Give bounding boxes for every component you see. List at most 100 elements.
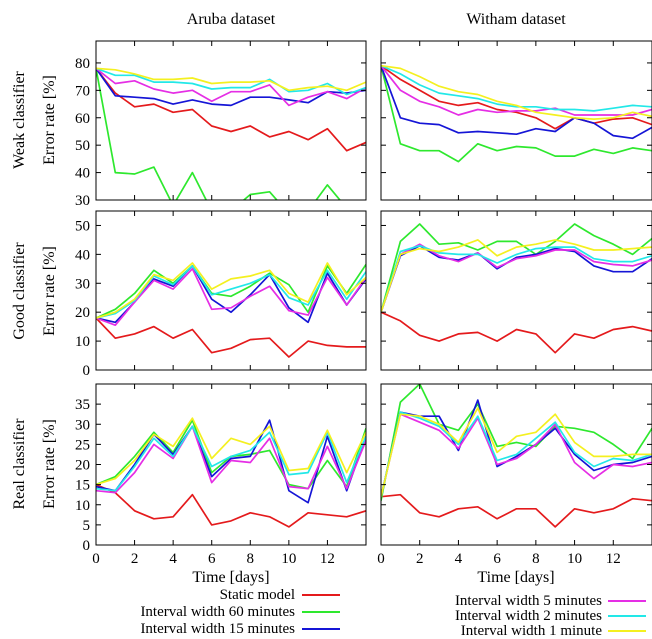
series-line-interval-width-2-minutes xyxy=(381,64,652,112)
x-tick-label: 2 xyxy=(416,551,424,567)
series-line-interval-width-15-minutes xyxy=(381,244,652,313)
series-line-interval-width-60-minutes xyxy=(381,65,652,163)
legend-item-60min: Interval width 60 minutes xyxy=(140,604,340,620)
series-group xyxy=(381,223,652,354)
series-line-interval-width-1-minute xyxy=(381,407,652,497)
series-group xyxy=(381,384,652,528)
legend-item-5min: Interval width 5 minutes xyxy=(455,593,646,609)
panel-witham-dataset-real-classifier: 0 2 4 6 8 10 12 xyxy=(377,383,652,567)
series-line-interval-width-1-minute xyxy=(96,262,366,319)
x-axis-label-aruba: Time [days] xyxy=(192,569,269,586)
row-label-good: Good classifier xyxy=(11,242,28,340)
y-tick-label: 20 xyxy=(75,458,90,474)
y-tick-label: 35 xyxy=(75,397,90,413)
plot-frame xyxy=(380,210,652,371)
panel-witham-dataset-good-classifier xyxy=(380,210,652,371)
y-tick-label: 30 xyxy=(75,417,90,433)
legend-item-1min: Interval width 1 minute xyxy=(461,623,646,639)
series-line-interval-width-60-minutes xyxy=(381,384,652,501)
series-line-interval-width-2-minutes xyxy=(381,411,652,497)
series-line-interval-width-5-minutes xyxy=(96,67,366,107)
series-line-interval-width-60-minutes xyxy=(381,223,652,313)
x-tick-label: 10 xyxy=(567,551,582,567)
legend-label-60min: Interval width 60 minutes xyxy=(140,604,295,620)
legend-label-15min: Interval width 15 minutes xyxy=(140,621,295,637)
x-axis-label-witham: Time [days] xyxy=(477,569,554,586)
x-tick-label: 2 xyxy=(131,551,139,567)
y-axis-label-good: Error rate [%] xyxy=(41,246,58,336)
y-tick-label: 0 xyxy=(83,363,91,379)
series-line-interval-width-1-minute xyxy=(96,67,366,92)
series-line-interval-width-2-minutes xyxy=(96,265,366,319)
panel-aruba-dataset-real-classifier: 0 5 10 15 20 25 30 35 0 2 4 6 8 10 12 xyxy=(75,383,367,567)
x-tick-label: 6 xyxy=(493,551,501,567)
x-tick-label: 10 xyxy=(281,551,296,567)
x-tick-label: 12 xyxy=(320,551,335,567)
y-tick-label: 80 xyxy=(75,56,90,72)
legend-label-static: Static model xyxy=(220,587,295,603)
series-group xyxy=(381,64,652,163)
series-line-interval-width-5-minutes xyxy=(381,413,652,497)
x-tick-label: 8 xyxy=(532,551,540,567)
y-tick-label: 40 xyxy=(75,166,90,182)
y-tick-label: 40 xyxy=(75,247,90,263)
series-line-interval-width-2-minutes xyxy=(381,244,652,313)
legend-label-5min: Interval width 5 minutes xyxy=(455,593,602,609)
row-label-real: Real classifier xyxy=(11,418,28,510)
y-tick-label: 10 xyxy=(75,334,90,350)
y-tick-label: 20 xyxy=(75,305,90,321)
series-line-interval-width-60-minutes xyxy=(96,419,366,490)
legend: Static model Interval width 60 minutes I… xyxy=(140,587,646,639)
series-line-interval-width-60-minutes xyxy=(96,68,342,200)
legend-item-static: Static model xyxy=(220,587,340,603)
y-axis-label-weak: Error rate [%] xyxy=(41,75,58,165)
plot-frame xyxy=(95,40,367,201)
series-line-interval-width-1-minute xyxy=(381,239,652,313)
x-tick-label: 12 xyxy=(606,551,621,567)
x-tick-label: 4 xyxy=(169,551,177,567)
series-line-interval-width-15-minutes xyxy=(381,399,652,497)
y-tick-label: 10 xyxy=(75,498,90,514)
column-title-witham: Witham dataset xyxy=(466,11,566,28)
panel-aruba-dataset-weak-classifier: 30 40 50 60 70 80 xyxy=(75,40,367,209)
y-tick-label: 50 xyxy=(75,218,90,234)
legend-item-15min: Interval width 15 minutes xyxy=(140,621,340,637)
series-line-interval-width-1-minute xyxy=(96,417,366,486)
row-label-weak: Weak classifier xyxy=(11,70,28,168)
x-tick-label: 4 xyxy=(455,551,463,567)
series-line-interval-width-5-minutes xyxy=(381,65,652,116)
plot-frame xyxy=(380,40,652,201)
series-line-interval-width-15-minutes xyxy=(96,67,366,107)
x-tick-label: 0 xyxy=(377,551,385,567)
y-tick-label: 60 xyxy=(75,111,90,127)
series-group xyxy=(96,417,366,528)
series-line-interval-width-5-minutes xyxy=(96,267,366,327)
y-tick-label: 5 xyxy=(83,518,91,534)
y-tick-label: 15 xyxy=(75,478,90,494)
series-line-static-model xyxy=(96,483,366,528)
series-line-interval-width-1-minute xyxy=(381,64,652,120)
series-line-static-model xyxy=(96,67,366,152)
column-title-aruba: Aruba dataset xyxy=(187,11,276,28)
series-line-interval-width-2-minutes xyxy=(96,67,366,96)
series-line-static-model xyxy=(381,65,652,130)
series-line-interval-width-5-minutes xyxy=(96,425,366,494)
panel-witham-dataset-weak-classifier xyxy=(380,40,652,201)
panel-aruba-dataset-good-classifier: 0 10 20 30 40 50 xyxy=(75,210,367,379)
series-line-interval-width-2-minutes xyxy=(96,425,366,492)
y-axis-label-real: Error rate [%] xyxy=(41,419,58,509)
series-line-static-model xyxy=(96,317,366,358)
y-tick-label: 70 xyxy=(75,83,90,99)
x-tick-label: 6 xyxy=(208,551,216,567)
y-tick-label: 25 xyxy=(75,437,90,453)
y-tick-label: 30 xyxy=(75,193,90,209)
y-tick-label: 0 xyxy=(83,538,91,554)
series-line-static-model xyxy=(381,311,652,354)
series-line-static-model xyxy=(381,493,652,528)
series-line-interval-width-15-minutes xyxy=(381,65,652,140)
legend-label-2min: Interval width 2 minutes xyxy=(455,608,602,624)
plot-frame xyxy=(95,210,367,371)
series-group xyxy=(96,262,366,358)
